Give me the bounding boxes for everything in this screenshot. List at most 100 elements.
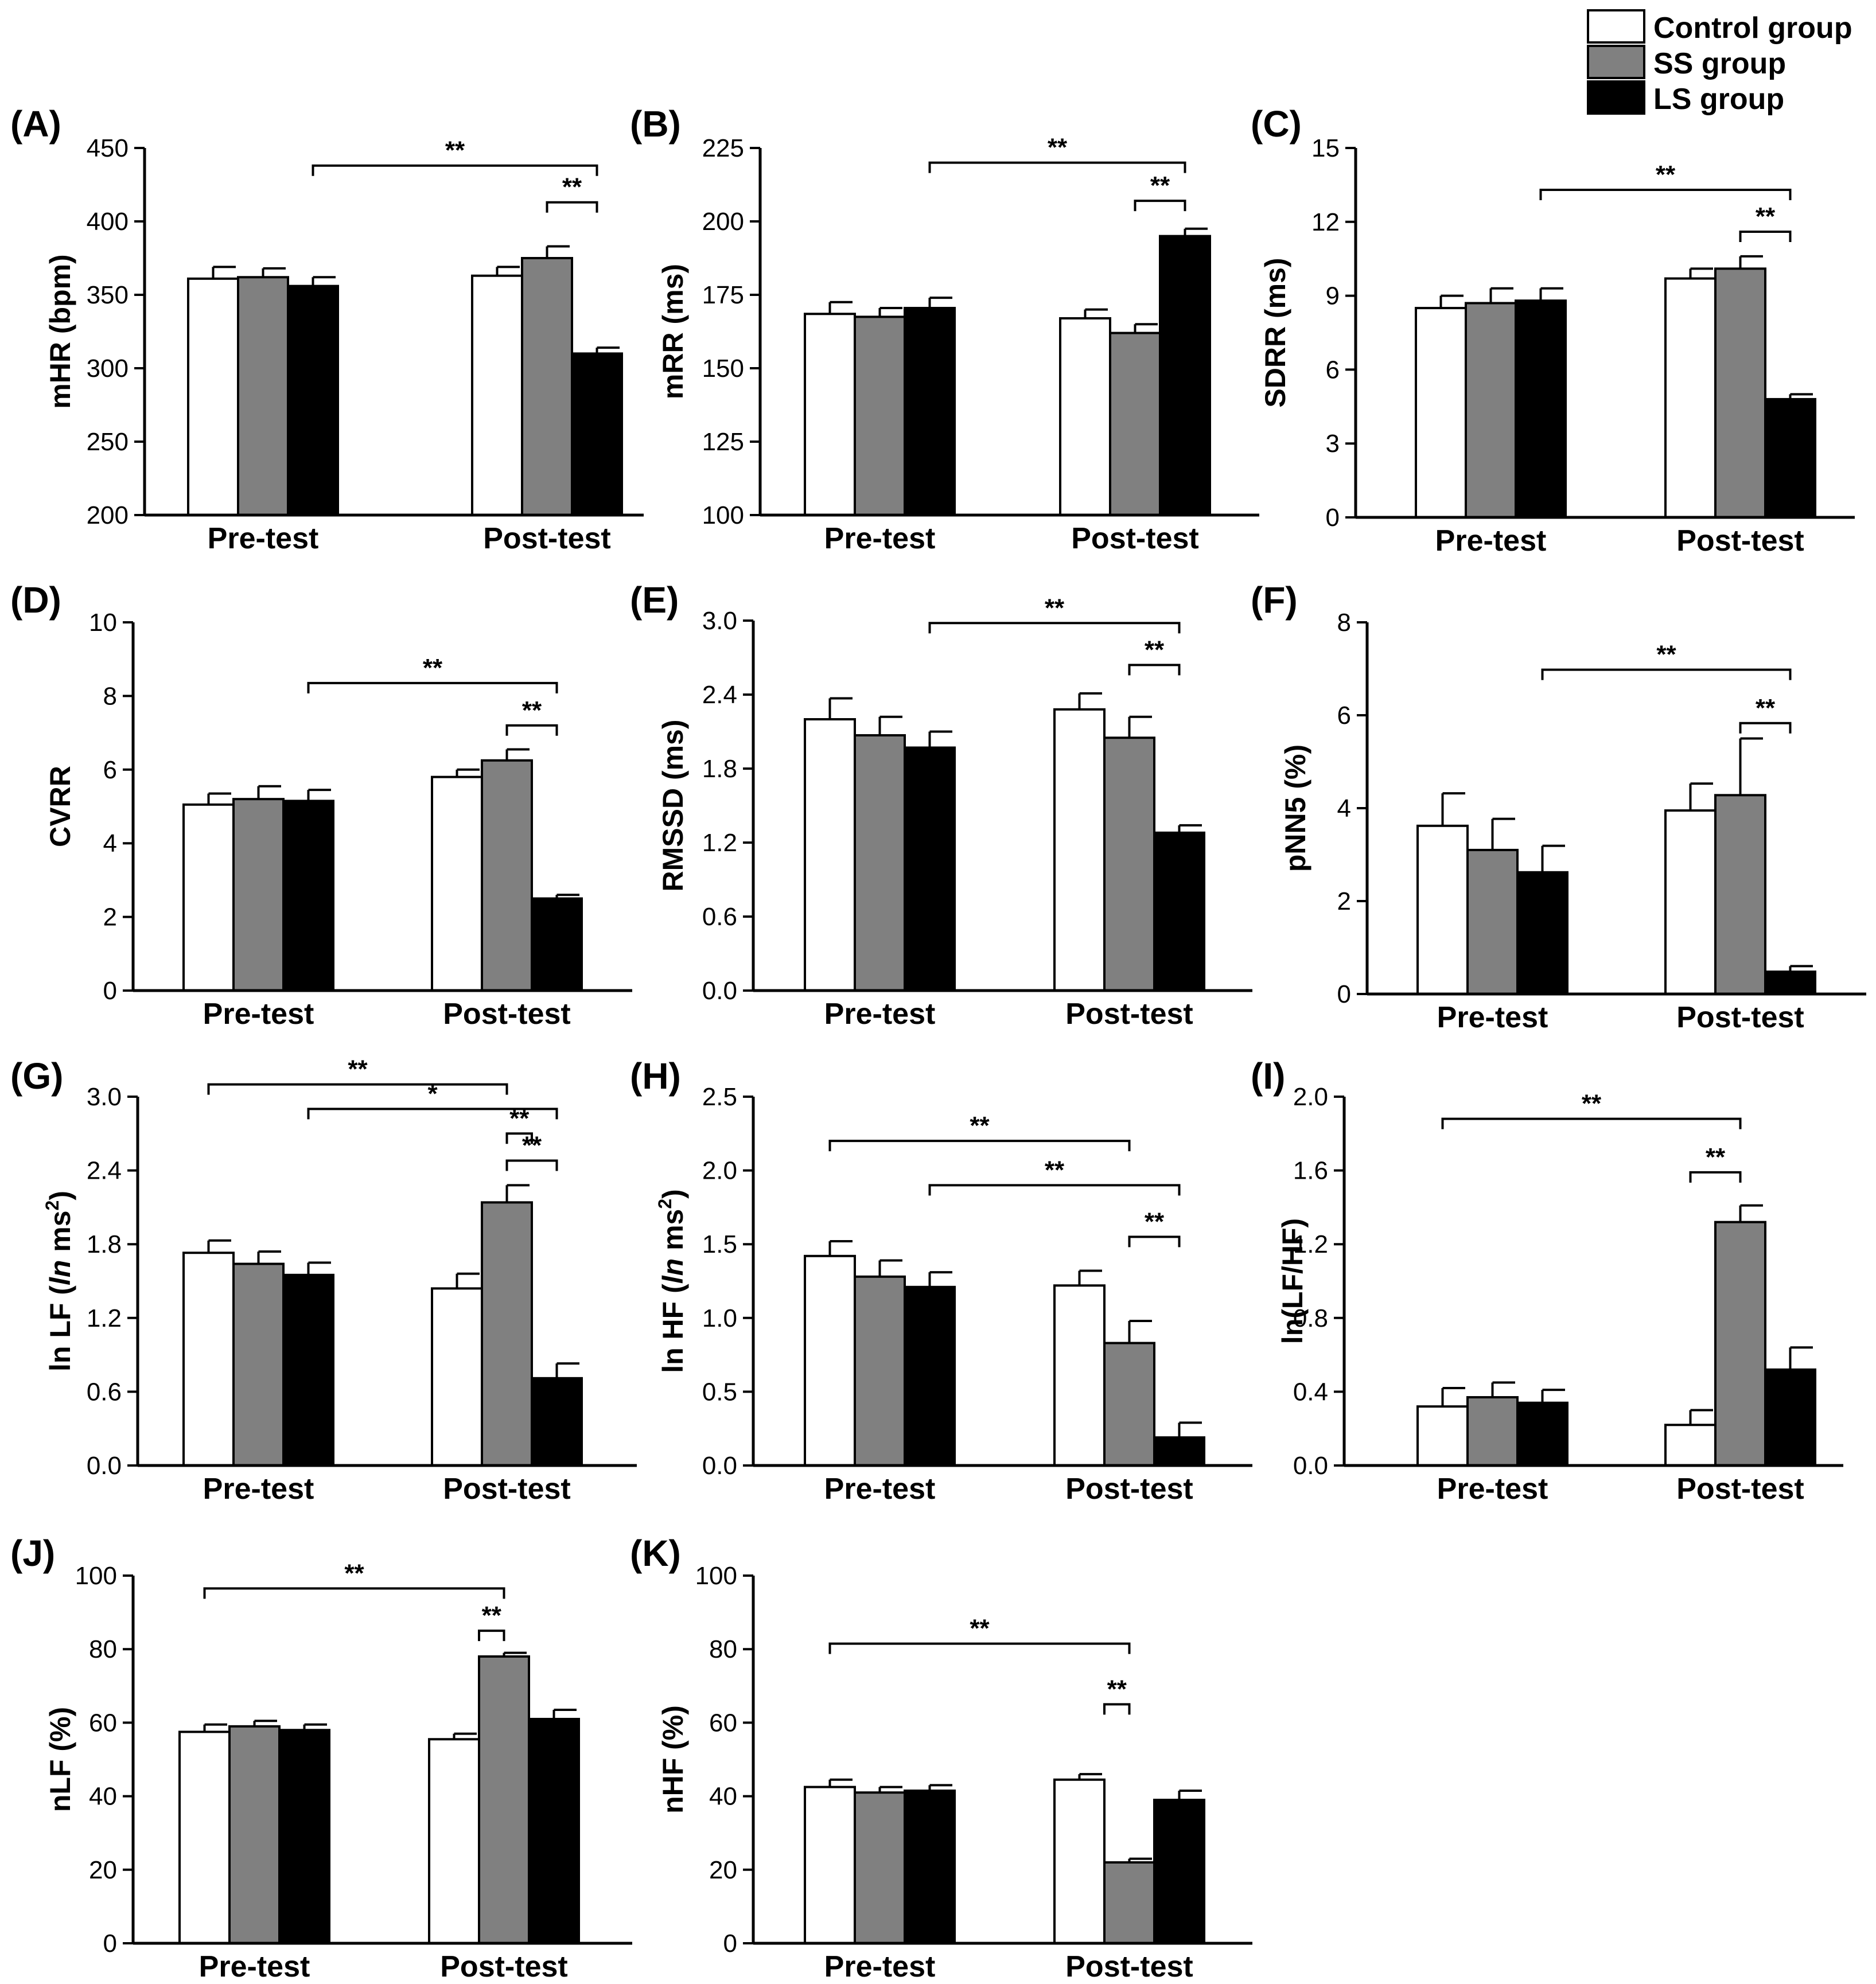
significance-label: ** — [970, 1112, 990, 1140]
y-tick-label: 15 — [1311, 134, 1340, 162]
y-tick-label: 200 — [702, 208, 744, 236]
y-axis-label: ln(LF/HF) — [1276, 1218, 1309, 1344]
bar — [1153, 831, 1205, 992]
panel-label: (F) — [1251, 579, 1298, 621]
y-tick-label: 400 — [87, 208, 129, 236]
bar — [232, 798, 285, 992]
chart-panel-d: (D) 0 2 4 6 8 10 Pre-test Post-test CVRR ** ** — [10, 579, 632, 1031]
y-axis-label: CVRR — [44, 766, 76, 847]
significance-bracket — [307, 1108, 558, 1120]
bar — [431, 775, 483, 992]
y-tick-label: 0 — [103, 1930, 117, 1958]
significance-bracket — [1539, 188, 1792, 200]
y-tick-label: 150 — [702, 354, 744, 383]
significance-label: ** — [562, 173, 582, 201]
bar — [1516, 871, 1568, 996]
y-tick-label: 60 — [89, 1709, 117, 1737]
y-tick-label: 125 — [702, 428, 744, 456]
y-tick-label: 8 — [103, 682, 117, 710]
y-tick-label: 0.4 — [1293, 1378, 1328, 1406]
bar — [282, 1273, 334, 1467]
legend-swatch-control — [1587, 9, 1645, 44]
significance-bracket — [828, 1140, 1131, 1152]
bar — [1466, 1396, 1519, 1467]
panel-label: (H) — [630, 1055, 681, 1097]
significance-bracket — [505, 1159, 558, 1171]
x-tick-label: Post-test — [1676, 1001, 1804, 1034]
bar — [804, 1786, 856, 1944]
significance-label: ** — [1582, 1090, 1602, 1118]
significance-bracket — [312, 164, 598, 176]
chart-panel-e: (E) 0.0 0.6 1.2 1.8 2.4 3.0 Pre-test Post-test RM… — [630, 579, 1252, 1031]
y-tick-label: 100 — [702, 501, 744, 529]
y-tick-label: 2 — [103, 903, 117, 931]
y-tick-label: 0 — [723, 1930, 737, 1958]
bar — [1764, 397, 1816, 519]
significance-bracket — [546, 201, 598, 213]
bar — [1516, 1401, 1568, 1467]
legend: Control group SS group LS group — [1587, 9, 1852, 116]
significance-label: ** — [423, 654, 443, 682]
y-tick-label: 1.2 — [87, 1304, 122, 1332]
bar — [431, 1287, 483, 1467]
y-tick-label: 3 — [1326, 430, 1340, 458]
bar — [804, 313, 856, 517]
significance-label: ** — [348, 1055, 368, 1083]
bar — [1416, 824, 1469, 996]
significance-bracket — [928, 1184, 1181, 1196]
significance-bracket — [1128, 1235, 1181, 1248]
significance-label: ** — [1656, 641, 1676, 669]
x-tick-label: Post-test — [1065, 1472, 1193, 1506]
bar — [228, 1725, 281, 1945]
legend-label-control: Control group — [1653, 11, 1852, 45]
y-tick-label: 60 — [709, 1709, 737, 1737]
chart-panel-h: (H) 0.0 0.5 1.0 1.5 2.0 2.5 Pre-test Post-test ln… — [630, 1055, 1252, 1506]
significance-label: ** — [970, 1615, 990, 1643]
y-tick-label: 0.0 — [1293, 1452, 1328, 1480]
bar — [1109, 332, 1161, 516]
y-tick-label: 2.4 — [87, 1157, 122, 1185]
y-tick-label: 0.8 — [1293, 1304, 1328, 1332]
panel-label: (G) — [10, 1055, 63, 1097]
x-tick-label: Pre-test — [1437, 1001, 1548, 1034]
y-axis-label: nHF (%) — [657, 1705, 689, 1814]
x-tick-label: Pre-test — [824, 1472, 936, 1506]
significance-label: ** — [445, 137, 465, 165]
y-tick-label: 2.4 — [702, 681, 737, 709]
y-tick-label: 6 — [1337, 701, 1351, 730]
y-tick-label: 6 — [1326, 356, 1340, 384]
bar — [904, 746, 956, 992]
bar — [278, 1729, 330, 1944]
y-tick-label: 350 — [87, 281, 129, 309]
panel-label: (J) — [10, 1533, 55, 1574]
bar — [854, 734, 906, 992]
significance-bracket — [1739, 230, 1792, 242]
chart-panel-c: (C) 0 3 6 9 12 15 Pre-test Post-test SDRR (ms) ** *… — [1251, 103, 1855, 558]
bar — [478, 1655, 530, 1945]
significance-bracket — [928, 161, 1186, 173]
y-tick-label: 1.8 — [702, 755, 737, 783]
x-tick-label: Pre-test — [199, 1950, 310, 1983]
x-tick-label: Post-test — [483, 522, 610, 555]
bar — [1664, 809, 1717, 996]
y-tick-label: 2.0 — [1293, 1083, 1328, 1111]
y-tick-label: 1.8 — [87, 1230, 122, 1258]
x-tick-label: Post-test — [1676, 1472, 1804, 1506]
panel-label: (A) — [10, 103, 61, 145]
bar — [804, 718, 856, 992]
significance-bracket — [1689, 1171, 1742, 1183]
significance-label: ** — [1045, 594, 1065, 622]
x-tick-label: Pre-test — [208, 522, 319, 555]
significance-label: ** — [1145, 636, 1165, 664]
y-axis-label: RMSSD (ms) — [657, 719, 689, 891]
bar — [1059, 317, 1111, 517]
y-tick-label: 1.0 — [702, 1304, 737, 1332]
bar — [1764, 1368, 1816, 1467]
bar — [1103, 736, 1155, 992]
significance-label: ** — [1107, 1675, 1127, 1703]
bar — [521, 257, 573, 516]
y-tick-label: 20 — [89, 1856, 117, 1884]
significance-label: ** — [1150, 171, 1170, 200]
x-tick-label: Post-test — [443, 997, 570, 1031]
y-tick-label: 12 — [1311, 208, 1340, 236]
